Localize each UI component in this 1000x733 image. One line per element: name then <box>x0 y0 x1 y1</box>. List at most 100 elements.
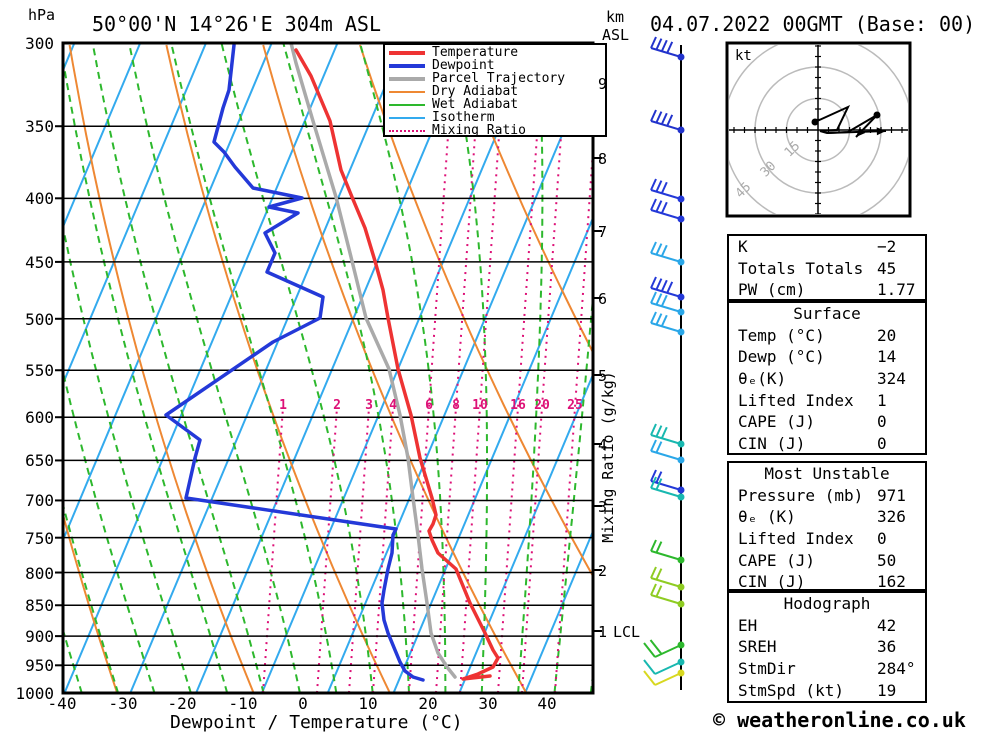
hodograph-dot <box>811 118 819 126</box>
km-label: 3 <box>598 498 608 516</box>
legend-line-sample <box>389 76 425 81</box>
isotherm-line <box>524 528 593 693</box>
mixing-ratio-label: 8 <box>452 398 460 413</box>
wet-adiabat-line <box>0 34 9 693</box>
pressure-label: 550 <box>25 361 54 381</box>
stat-label: Lifted Index <box>738 529 854 549</box>
stat-label: K <box>738 237 748 256</box>
pressure-label: 850 <box>25 596 54 616</box>
stat-label: Temp (°C) <box>738 325 825 345</box>
wet-adiabat-line <box>63 501 120 693</box>
legend-row: Dewpoint <box>389 59 605 72</box>
legend-line-sample <box>389 50 425 55</box>
legend-row: Temperature <box>389 46 605 59</box>
isotherm-line <box>129 43 405 693</box>
stat-label: EH <box>738 615 758 635</box>
mixing-ratio-label: 25 <box>567 398 583 413</box>
stat-value: 324 <box>877 369 906 389</box>
pressure-label: 500 <box>25 309 54 329</box>
pressure-label: 300 <box>25 34 54 53</box>
stat-label: Pressure (mb) <box>738 485 864 505</box>
stat-value: 1 <box>877 390 887 410</box>
temperature-label: 10 <box>358 694 378 713</box>
legend-row: Dry Adiabat <box>389 85 605 98</box>
km-label: 1 <box>598 623 608 641</box>
isotherm-line <box>63 43 142 230</box>
temperature-label: 0 <box>298 694 308 713</box>
wet-adiabat-line <box>128 43 301 693</box>
dry-adiabat-line <box>455 44 593 355</box>
wet-adiabat-line <box>553 285 593 693</box>
stats-table-header: Most Unstable <box>764 464 890 483</box>
km-label: 6 <box>598 290 608 308</box>
stats-table-row: CIN (J) 162 <box>729 571 925 593</box>
dry-adiabat-line <box>165 44 391 693</box>
stat-value: 0 <box>877 434 887 454</box>
temperature-label: -10 <box>228 694 258 713</box>
mixing-ratio-line <box>348 407 370 693</box>
stat-value: 971 <box>877 485 906 505</box>
stat-value: 42 <box>877 615 897 635</box>
isotherm-line <box>326 58 593 693</box>
stat-label: Totals Totals <box>738 258 864 278</box>
wind-barb <box>650 583 685 608</box>
wet-adiabat-line <box>448 43 489 693</box>
stats-table-row: PW (cm) 1.77 <box>729 279 925 301</box>
km-unit-label: km <box>606 8 625 26</box>
legend-row: Parcel Trajectory <box>389 72 605 85</box>
wind-barb <box>650 291 685 316</box>
legend-line-sample <box>389 129 425 132</box>
wet-adiabat-line <box>358 43 447 693</box>
stats-table-row: Lifted Index 0 <box>729 528 925 550</box>
mixing-ratio-label: 4 <box>389 398 397 413</box>
asl-unit-label: ASL <box>602 26 630 44</box>
lcl-label: LCL <box>613 623 641 641</box>
stats-table-header: Hodograph <box>783 594 871 613</box>
stat-value: 1.77 <box>877 280 916 300</box>
isotherm-line <box>63 43 273 543</box>
stat-value: 284° <box>877 659 916 679</box>
legend-label: Temperature <box>432 45 519 60</box>
wind-barb <box>650 439 685 464</box>
stats-table-row: CAPE (J) 0 <box>729 411 925 433</box>
wind-barb <box>650 539 685 564</box>
stats-table-row: Dewp (°C) 14 <box>729 346 925 368</box>
stat-label: PW (cm) <box>738 280 806 300</box>
wet-adiabat-line <box>220 43 374 693</box>
stat-value: −2 <box>877 237 897 256</box>
mixing-ratio-label: 10 <box>472 398 488 413</box>
mixing-ratio-axis-label: Mixing Ratio (g/kg) <box>599 371 617 543</box>
wind-barb <box>643 639 685 658</box>
mixing-ratio-label: 2 <box>333 398 341 413</box>
temperature-label: 20 <box>418 694 438 713</box>
stat-value: 19 <box>877 680 897 700</box>
legend-row: Isotherm <box>389 111 605 124</box>
mixing-ratio-label: 20 <box>534 398 550 413</box>
dry-adiabat-line <box>262 44 528 693</box>
pressure-label: 950 <box>25 656 54 676</box>
wet-adiabat-line <box>282 43 410 693</box>
isotherm-line <box>392 215 593 693</box>
wet-adiabat-line <box>170 43 338 693</box>
chart-background <box>0 34 593 693</box>
pressure-label: 900 <box>25 627 54 647</box>
mixing-ratio-label: 6 <box>425 398 433 413</box>
stat-value: 45 <box>877 258 897 278</box>
stats-table: Most Unstable Pressure (mb) 971 θₑ (K) 326 Li… <box>727 461 927 591</box>
legend-line-sample <box>389 63 425 68</box>
stat-label: θₑ(K) <box>738 369 787 389</box>
plot-frame <box>61 41 595 695</box>
wind-barb <box>650 311 685 336</box>
stat-label: CAPE (J) <box>738 550 816 570</box>
parcel-trajectory-curve <box>289 43 457 679</box>
stat-label: StmSpd (kt) <box>738 680 844 700</box>
wet-adiabat-line <box>63 222 192 693</box>
legend-label: Dewpoint <box>432 58 495 73</box>
wet-adiabat-line <box>63 54 229 693</box>
stats-table-row: θₑ(K) 324 <box>729 368 925 390</box>
stats-table-row: StmSpd (kt) 19 <box>729 680 925 702</box>
wet-adiabat-line <box>91 43 265 693</box>
wind-barb <box>650 198 685 223</box>
stat-label: Lifted Index <box>738 390 854 410</box>
